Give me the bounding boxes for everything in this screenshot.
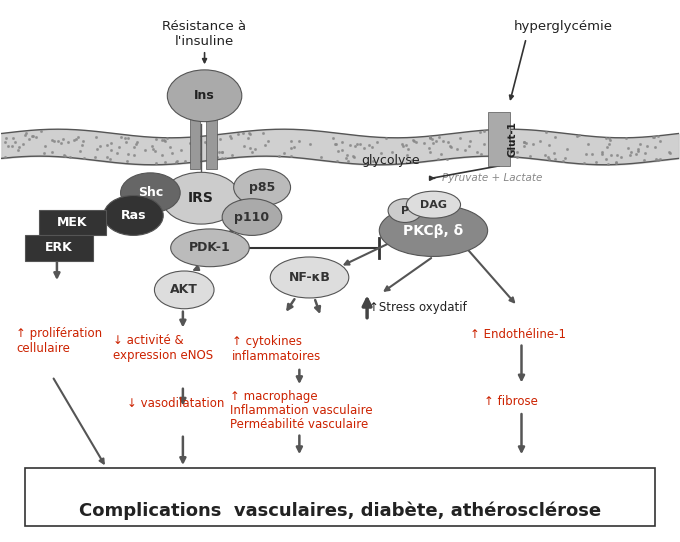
Text: ↑ Endothéline-1: ↑ Endothéline-1 — [470, 328, 566, 341]
Text: hyperglycémie: hyperglycémie — [514, 20, 613, 33]
Text: NF-κB: NF-κB — [288, 271, 330, 284]
Ellipse shape — [162, 172, 241, 224]
Text: P: P — [401, 205, 409, 216]
Ellipse shape — [379, 205, 488, 256]
Text: ↑ fibrose: ↑ fibrose — [483, 395, 537, 408]
Text: Ras: Ras — [120, 209, 146, 222]
Text: MEK: MEK — [57, 216, 88, 229]
Text: ↑ macrophage: ↑ macrophage — [231, 390, 318, 403]
Text: Shc: Shc — [138, 186, 163, 199]
FancyBboxPatch shape — [25, 468, 655, 526]
Text: ↓ activité &
expression eNOS: ↓ activité & expression eNOS — [113, 333, 214, 362]
Text: Complications  vasculaires, diabète, athérosclérose: Complications vasculaires, diabète, athé… — [79, 502, 601, 520]
Text: ↓ vasodilatation: ↓ vasodilatation — [126, 397, 224, 410]
Ellipse shape — [407, 191, 460, 218]
Text: p85: p85 — [249, 181, 275, 194]
Ellipse shape — [171, 229, 250, 267]
Text: Ins: Ins — [194, 89, 215, 102]
Text: glycolyse: glycolyse — [362, 154, 420, 167]
Ellipse shape — [222, 199, 282, 235]
Ellipse shape — [103, 196, 163, 235]
Ellipse shape — [388, 199, 422, 222]
Ellipse shape — [234, 169, 290, 206]
Ellipse shape — [167, 70, 242, 121]
Text: Perméabilité vasculaire: Perméabilité vasculaire — [231, 418, 369, 431]
Text: PDK-1: PDK-1 — [189, 241, 231, 254]
Text: p110: p110 — [235, 211, 269, 224]
FancyBboxPatch shape — [25, 235, 92, 261]
Bar — [206, 99, 217, 169]
Text: AKT: AKT — [170, 283, 198, 296]
Text: Glut-1: Glut-1 — [508, 121, 518, 157]
Bar — [488, 112, 510, 166]
Text: Pyruvate + Lactate: Pyruvate + Lactate — [441, 173, 542, 183]
Bar — [190, 99, 201, 169]
Text: DAG: DAG — [420, 199, 447, 210]
Text: ↑Stress oxydatif: ↑Stress oxydatif — [369, 301, 467, 314]
Ellipse shape — [270, 257, 349, 298]
Text: Résistance à
l'insuline: Résistance à l'insuline — [163, 20, 247, 48]
Text: ↑ cytokines
inflammatoires: ↑ cytokines inflammatoires — [232, 335, 321, 363]
Ellipse shape — [120, 173, 180, 213]
Ellipse shape — [154, 271, 214, 309]
Text: ERK: ERK — [45, 241, 73, 254]
Text: Inflammation vasculaire: Inflammation vasculaire — [231, 404, 373, 417]
Text: PKCβ, δ: PKCβ, δ — [403, 223, 464, 237]
Text: ↑ prolifération
cellulaire: ↑ prolifération cellulaire — [16, 327, 103, 355]
FancyBboxPatch shape — [39, 210, 106, 235]
Text: IRS: IRS — [188, 191, 214, 205]
